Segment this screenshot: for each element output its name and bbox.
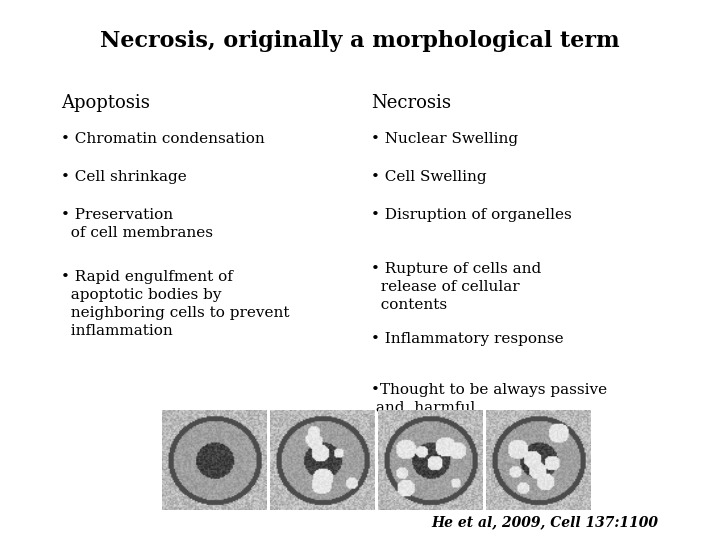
Text: • Preservation
  of cell membranes: • Preservation of cell membranes	[61, 208, 213, 240]
Text: • Disruption of organelles: • Disruption of organelles	[371, 208, 572, 222]
Text: • Nuclear Swelling: • Nuclear Swelling	[371, 132, 518, 146]
Text: He et al, 2009, Cell 137:1100: He et al, 2009, Cell 137:1100	[432, 515, 659, 529]
Text: Necrosis: Necrosis	[371, 94, 451, 112]
Text: • Cell shrinkage: • Cell shrinkage	[61, 170, 187, 184]
Text: • Rupture of cells and
  release of cellular
  contents: • Rupture of cells and release of cellul…	[371, 262, 541, 312]
Text: •Thought to be always passive
 and  harmful: •Thought to be always passive and harmfu…	[371, 383, 607, 415]
Text: • Rapid engulfment of
  apoptotic bodies by
  neighboring cells to prevent
  inf: • Rapid engulfment of apoptotic bodies b…	[61, 270, 289, 338]
Text: Necrosis, originally a morphological term: Necrosis, originally a morphological ter…	[100, 30, 620, 52]
Text: • Chromatin condensation: • Chromatin condensation	[61, 132, 265, 146]
Text: • Inflammatory response: • Inflammatory response	[371, 332, 564, 346]
Text: • Cell Swelling: • Cell Swelling	[371, 170, 487, 184]
Text: Apoptosis: Apoptosis	[61, 94, 150, 112]
